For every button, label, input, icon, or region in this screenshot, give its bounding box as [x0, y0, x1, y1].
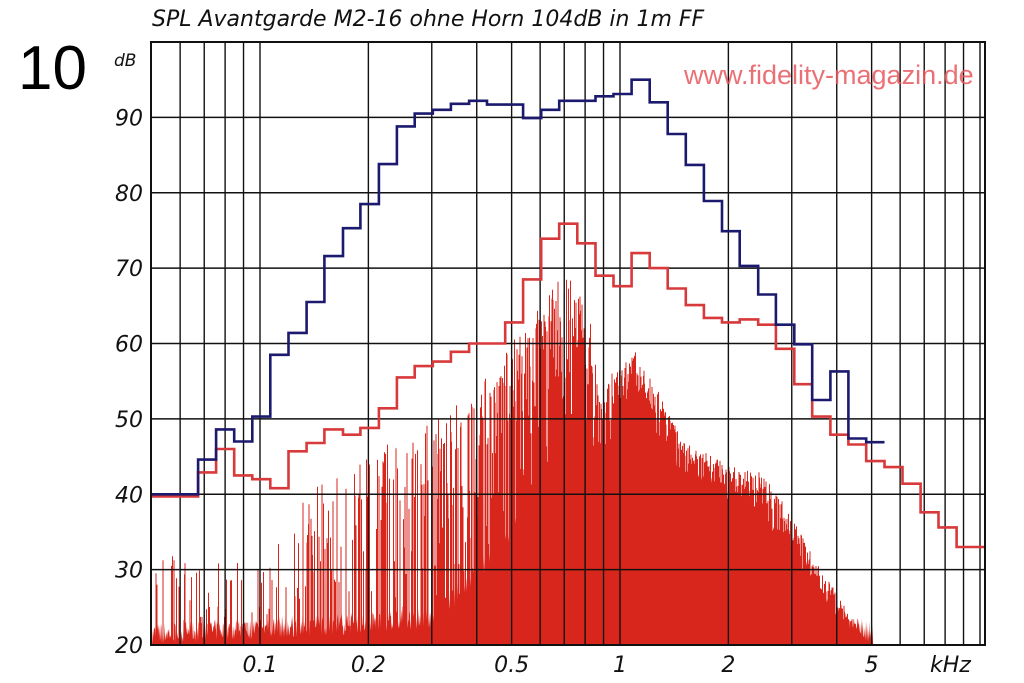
- y-tick-label: 50: [115, 408, 143, 433]
- blue-step-curve: [151, 78, 885, 496]
- x-tick-label: 0.5: [494, 653, 529, 678]
- y-tick-label: 80: [115, 182, 143, 207]
- y-axis-unit: dB: [114, 51, 136, 71]
- chart-title: SPL Avantgarde M2-16 ohne Horn 104dB in …: [152, 7, 705, 32]
- step-curves: [151, 78, 985, 549]
- watermark: www.fidelity-magazin.de: [683, 60, 974, 90]
- y-tick-label: 70: [115, 257, 143, 282]
- y-tick-label: 90: [115, 106, 143, 131]
- x-tick-label: 1: [613, 653, 627, 678]
- y-tick-label: 30: [115, 559, 143, 584]
- y-tick-labels: 20 30 40 50 60 70 80 90: [115, 106, 143, 659]
- y-tick-label: 40: [115, 483, 143, 508]
- x-tick-label: 0.1: [243, 653, 278, 678]
- red-step-curve: [151, 222, 985, 549]
- x-tick-label: 2: [721, 653, 735, 678]
- y-tick-label: 60: [115, 333, 143, 358]
- spectrum-spikes: [155, 279, 872, 645]
- grid: [151, 42, 985, 646]
- spectrum-layer: [151, 279, 874, 645]
- x-axis-unit: kHz: [930, 653, 971, 678]
- plot-frame: [150, 41, 986, 646]
- figure-number: 10: [18, 34, 87, 103]
- x-tick-labels: 0.1 0.2 0.5 1 2 5: [243, 653, 879, 678]
- x-tick-label: 0.2: [351, 653, 386, 678]
- y-tick-label: 20: [115, 634, 143, 659]
- x-tick-label: 5: [865, 653, 879, 678]
